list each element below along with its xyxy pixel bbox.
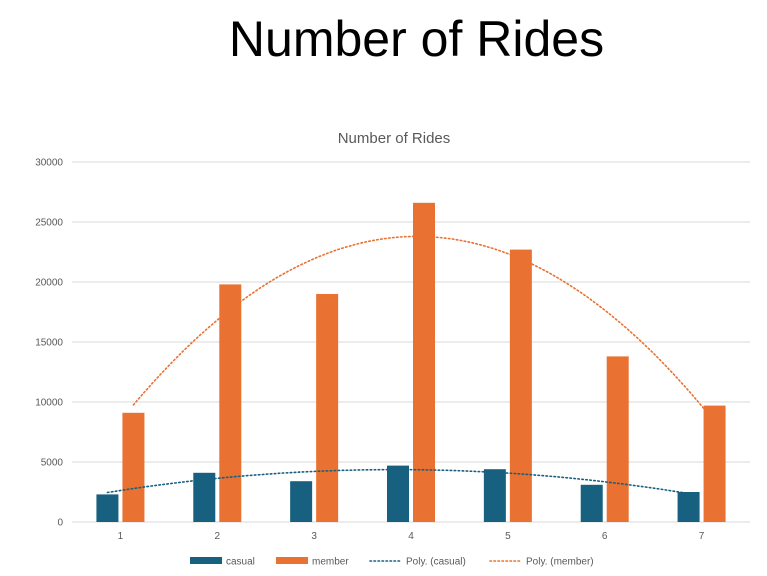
- x-tick-label: 3: [311, 531, 317, 542]
- bar-casual: [96, 494, 119, 522]
- y-tick-label: 30000: [35, 158, 63, 169]
- legend-swatch-member: [276, 557, 308, 564]
- bar-member: [122, 412, 145, 522]
- chart-title: Number of Rides: [338, 130, 451, 147]
- bar-casual: [677, 492, 700, 522]
- x-tick-label: 6: [602, 531, 608, 542]
- legend-label: casual: [226, 557, 255, 568]
- bar-casual: [290, 481, 313, 522]
- bar-casual: [580, 484, 603, 522]
- legend-label: member: [312, 557, 349, 568]
- slide-title: Number of Rides: [228, 11, 605, 67]
- x-tick-label: 5: [505, 531, 511, 542]
- bar-layer: [96, 202, 726, 523]
- trendline-layer: [106, 235, 716, 495]
- bar-member: [703, 405, 726, 522]
- grid-layer: [72, 161, 750, 523]
- x-tick-label: 4: [408, 531, 414, 542]
- legend-label: Poly. (casual): [406, 557, 466, 568]
- y-tick-label: 15000: [35, 338, 63, 349]
- y-tick-label: 5000: [41, 458, 64, 469]
- bar-casual: [387, 465, 409, 522]
- legend-label: Poly. (member): [526, 557, 594, 568]
- axis-layer: 0 5000 10000 15000 20000 25000 30000 1 2 3 4 5 6 7: [35, 158, 705, 543]
- y-tick-label: 25000: [35, 218, 63, 229]
- bar-casual: [193, 472, 216, 522]
- bar-member: [413, 202, 435, 523]
- x-tick-label: 7: [699, 531, 705, 542]
- trendline-member: [132, 235, 716, 423]
- bar-member: [606, 356, 629, 522]
- bar-member: [509, 249, 532, 522]
- y-tick-label: 10000: [35, 398, 63, 409]
- legend-swatch-casual: [190, 557, 222, 564]
- trendline-casual: [106, 468, 690, 495]
- x-tick-label: 1: [118, 531, 124, 542]
- x-tick-label: 2: [215, 531, 221, 542]
- bar-member: [219, 284, 242, 522]
- legend: casual member Poly. (casual) Poly. (member): [190, 557, 594, 568]
- bar-member: [316, 294, 339, 522]
- y-tick-label: 20000: [35, 278, 63, 289]
- bar-casual: [483, 469, 506, 522]
- y-tick-label: 0: [57, 518, 63, 529]
